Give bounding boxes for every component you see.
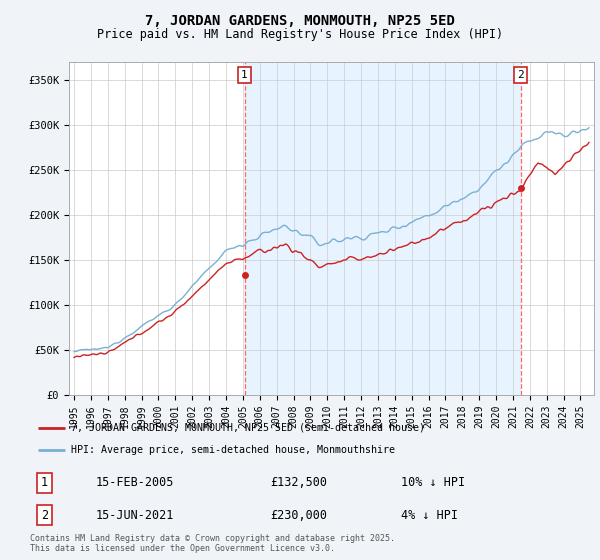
Text: 7, JORDAN GARDENS, MONMOUTH, NP25 5ED: 7, JORDAN GARDENS, MONMOUTH, NP25 5ED [145,14,455,28]
Text: 2: 2 [517,70,524,80]
Text: 15-JUN-2021: 15-JUN-2021 [95,508,174,521]
Text: 2: 2 [41,508,48,521]
Text: £230,000: £230,000 [270,508,327,521]
Text: Price paid vs. HM Land Registry's House Price Index (HPI): Price paid vs. HM Land Registry's House … [97,28,503,41]
Text: £132,500: £132,500 [270,477,327,489]
Text: 15-FEB-2005: 15-FEB-2005 [95,477,174,489]
Text: 1: 1 [241,70,248,80]
Text: 7, JORDAN GARDENS, MONMOUTH, NP25 5ED (semi-detached house): 7, JORDAN GARDENS, MONMOUTH, NP25 5ED (s… [71,423,425,433]
Text: Contains HM Land Registry data © Crown copyright and database right 2025.
This d: Contains HM Land Registry data © Crown c… [30,534,395,553]
Text: HPI: Average price, semi-detached house, Monmouthshire: HPI: Average price, semi-detached house,… [71,445,395,455]
Bar [245,62,521,395]
Text: 1: 1 [41,477,48,489]
Text: 4% ↓ HPI: 4% ↓ HPI [401,508,458,521]
Text: 10% ↓ HPI: 10% ↓ HPI [401,477,466,489]
